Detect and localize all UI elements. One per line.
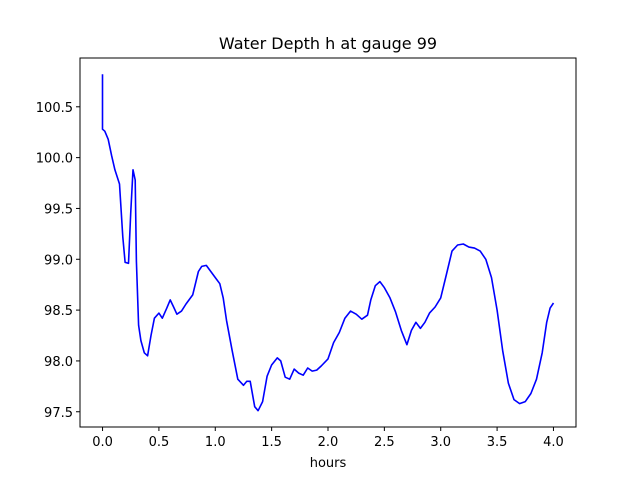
- x-tick-label: 0.5: [149, 435, 170, 450]
- y-tick-label: 100.5: [36, 101, 73, 116]
- series-line-1: [101, 74, 555, 412]
- x-tick-label: 1.5: [261, 435, 282, 450]
- x-axis-label: hours: [310, 456, 347, 471]
- x-tick-label: 1.0: [205, 435, 226, 450]
- y-tick-label: 97.5: [44, 406, 73, 421]
- y-tick-label: 99.5: [44, 202, 73, 217]
- y-tick-label: 100.0: [36, 152, 73, 167]
- y-axis: 97.5 98.0 98.5 99.0 99.5 100.0 100.5: [36, 101, 80, 421]
- x-tick-label: 2.0: [318, 435, 339, 450]
- axes-frame: [79, 57, 577, 428]
- plot-area: [101, 74, 555, 412]
- y-tick-label: 98.5: [44, 304, 73, 319]
- x-axis: 0.0 0.5 1.0 1.5 2.0 2.5 3.0 3.5 4.0: [92, 427, 564, 450]
- x-tick-label: 4.0: [543, 435, 564, 450]
- x-tick-label: 3.5: [487, 435, 508, 450]
- x-tick-label: 2.5: [374, 435, 395, 450]
- x-tick-label: 3.0: [430, 435, 451, 450]
- y-tick-label: 98.0: [44, 355, 73, 370]
- x-tick-label: 0.0: [92, 435, 113, 450]
- chart-title: Water Depth h at gauge 99: [219, 34, 437, 53]
- y-tick-label: 99.0: [44, 253, 73, 268]
